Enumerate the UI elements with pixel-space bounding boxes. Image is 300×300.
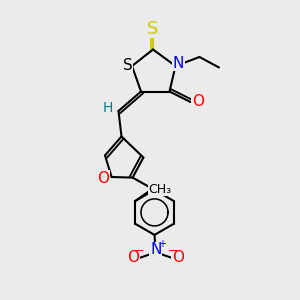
Text: CH₃: CH₃ bbox=[148, 183, 172, 196]
Text: −: − bbox=[167, 244, 178, 258]
Text: −: − bbox=[134, 244, 144, 258]
Text: N: N bbox=[173, 56, 184, 70]
Text: S: S bbox=[147, 20, 159, 38]
Text: O: O bbox=[128, 250, 140, 265]
Text: O: O bbox=[97, 171, 109, 186]
Text: O: O bbox=[192, 94, 204, 110]
Text: +: + bbox=[158, 239, 166, 249]
Text: H: H bbox=[103, 101, 113, 115]
Text: O: O bbox=[172, 250, 184, 265]
Text: S: S bbox=[123, 58, 132, 74]
Text: N: N bbox=[150, 242, 161, 257]
